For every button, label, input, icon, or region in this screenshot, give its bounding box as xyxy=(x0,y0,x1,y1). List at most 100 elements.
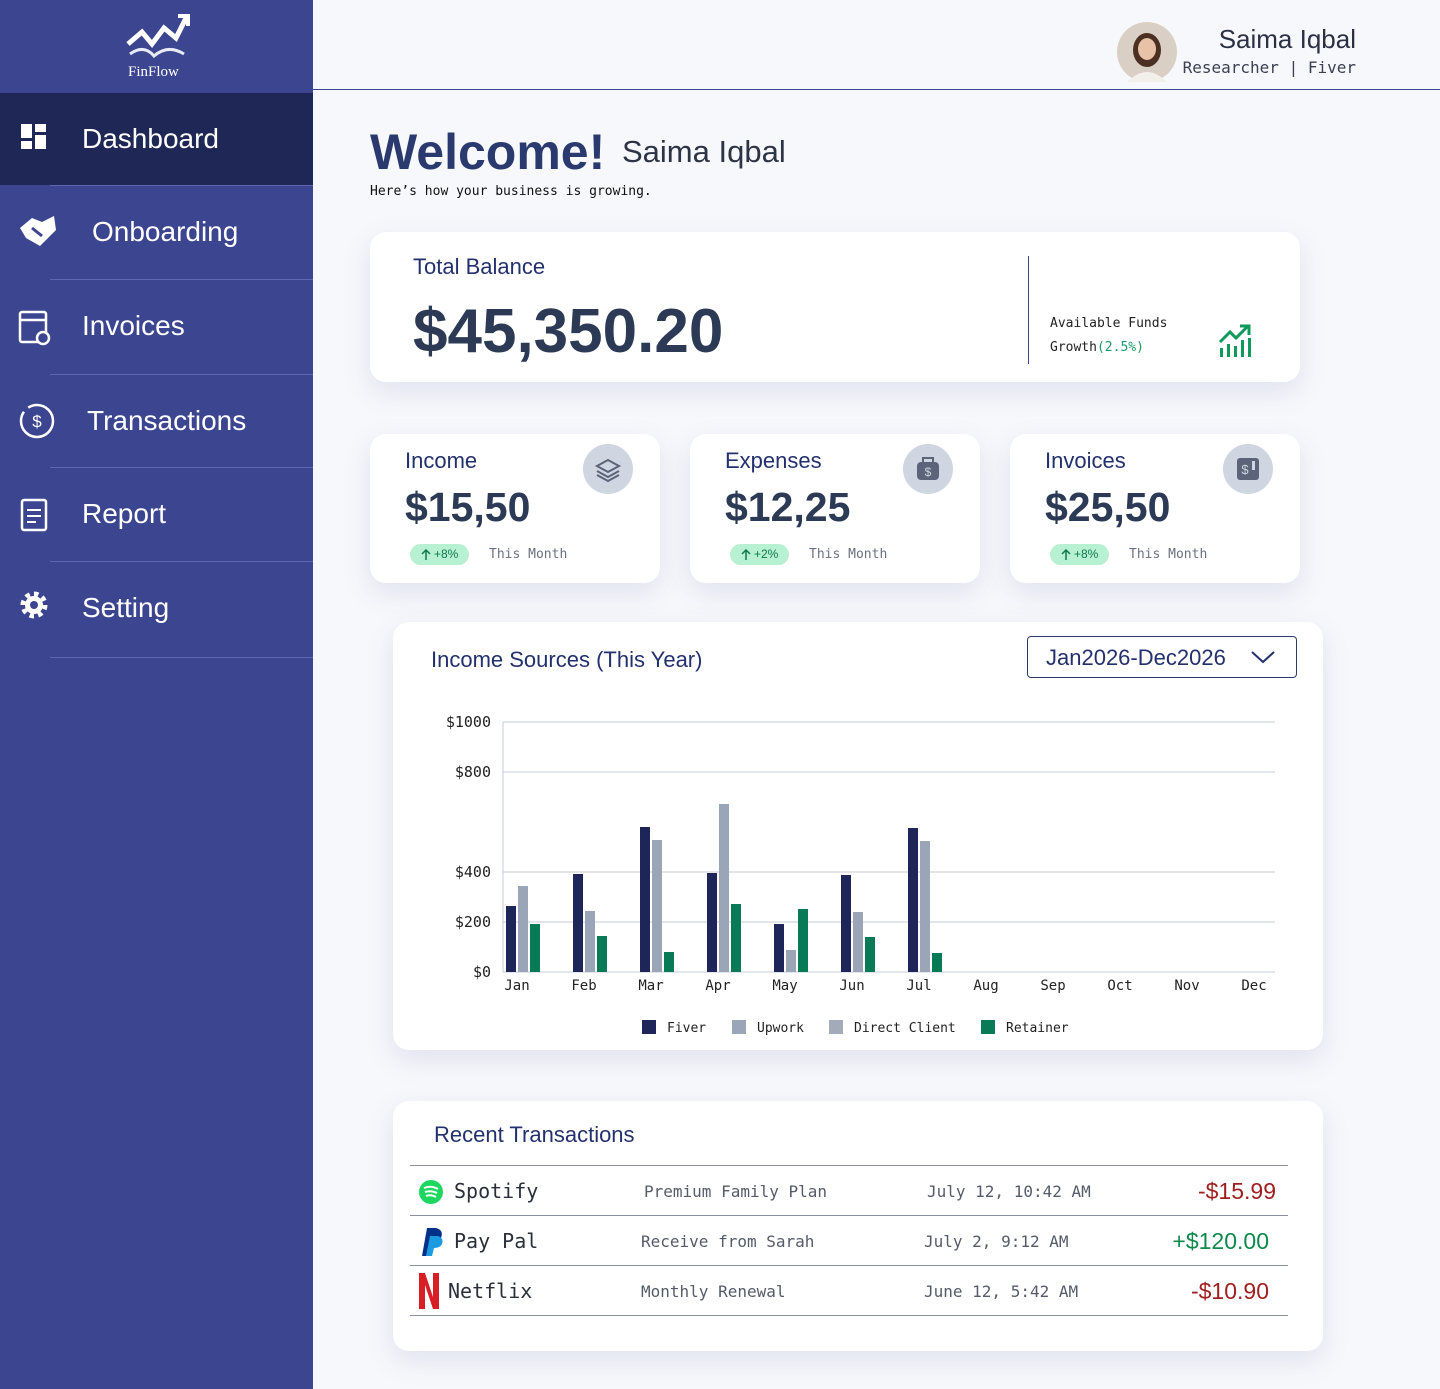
logo-icon xyxy=(126,14,190,59)
nav-icon: $ xyxy=(19,403,55,439)
transaction-date: June 12, 5:42 AM xyxy=(924,1282,1079,1301)
balance-note: Available Funds xyxy=(1050,316,1168,331)
transaction-description: Premium Family Plan xyxy=(644,1182,828,1201)
transaction-row[interactable]: Spotify Premium Family Plan July 12, 10:… xyxy=(393,1166,1323,1216)
spotify-logo xyxy=(419,1180,443,1204)
header-divider xyxy=(313,89,1440,90)
bar xyxy=(518,886,528,972)
growth-icon xyxy=(1218,324,1251,357)
nav-icon xyxy=(20,591,48,619)
nav-item[interactable]: $ Transactions xyxy=(0,375,313,467)
change-badge: +8% xyxy=(1050,544,1109,565)
nav-separator xyxy=(50,279,313,280)
nav-item[interactable]: Onboarding xyxy=(0,186,313,278)
transactions-title: Recent Transactions xyxy=(434,1122,635,1147)
bar xyxy=(640,827,650,972)
transaction-row[interactable]: Pay Pal Receive from Sarah July 2, 9:12 … xyxy=(393,1216,1323,1266)
bar xyxy=(719,804,729,972)
svg-text:$: $ xyxy=(32,412,42,431)
svg-text:$: $ xyxy=(925,465,932,479)
bar xyxy=(774,924,784,972)
x-tick-label: Oct xyxy=(1107,978,1132,994)
transaction-date: July 12, 10:42 AM xyxy=(927,1182,1091,1201)
row-divider xyxy=(410,1215,1288,1216)
balance-divider xyxy=(1028,256,1029,364)
bar xyxy=(841,875,851,972)
transaction-amount: -$15.99 xyxy=(1197,1178,1276,1204)
nav-item[interactable]: Setting xyxy=(0,562,313,654)
nav-separator xyxy=(50,657,313,658)
legend-swatch xyxy=(642,1020,656,1034)
chart-card: Income Sources (This Year) Jan2026-Dec20… xyxy=(393,622,1323,1050)
bar xyxy=(865,937,875,972)
nav-icon xyxy=(20,498,48,532)
stat-icon: $ xyxy=(903,444,953,494)
nav-icon xyxy=(18,310,51,346)
stat-amount: $15,50 xyxy=(405,484,531,530)
nav-item[interactable]: Invoices xyxy=(0,280,313,372)
change-value: +8% xyxy=(434,547,459,561)
transaction-name: Spotify xyxy=(454,1179,539,1203)
nav-separator xyxy=(50,185,313,186)
y-tick-label: $400 xyxy=(455,863,491,881)
nav-item[interactable]: Dashboard xyxy=(0,93,313,185)
nav-label: Dashboard xyxy=(82,123,219,154)
stat-amount: $12,25 xyxy=(725,484,851,530)
nav-label: Report xyxy=(82,498,167,529)
x-tick-label: Apr xyxy=(705,978,730,994)
nav-label: Invoices xyxy=(82,310,185,341)
nav-icon xyxy=(20,216,56,246)
sidebar: FinFlow Dashboard Onboarding Invoices $ … xyxy=(0,0,313,1389)
stat-label: Invoices xyxy=(1045,448,1126,473)
balance-label: Total Balance xyxy=(413,254,546,279)
row-divider xyxy=(410,1315,1288,1316)
nav-icon xyxy=(21,124,46,149)
x-tick-label: Aug xyxy=(973,978,998,994)
balance-amount: $45,350.20 xyxy=(413,297,724,366)
bar xyxy=(932,953,942,972)
nav-item[interactable]: Report xyxy=(0,468,313,560)
x-tick-label: May xyxy=(772,978,797,994)
x-tick-label: Jan xyxy=(504,978,529,994)
bar xyxy=(573,874,583,972)
legend-swatch xyxy=(981,1020,995,1034)
nav-label: Onboarding xyxy=(92,216,239,247)
balance-card: Total Balance $45,350.20 Available Funds… xyxy=(370,232,1300,382)
nav-separator xyxy=(50,467,313,468)
y-tick-label: $800 xyxy=(455,763,491,781)
bar xyxy=(652,840,662,972)
stat-period: This Month xyxy=(1129,547,1208,562)
stat-label: Income xyxy=(405,448,478,473)
legend-label: Retainer xyxy=(1006,1021,1069,1036)
transaction-name: Pay Pal xyxy=(454,1229,539,1253)
x-tick-label: Nov xyxy=(1174,978,1199,994)
stat-card: Income $15,50 +8% This Month xyxy=(370,434,660,583)
stat-icon xyxy=(583,444,633,494)
stat-period: This Month xyxy=(809,547,888,562)
avatar[interactable] xyxy=(1117,22,1177,82)
welcome-subtitle: Here’s how your business is growing. xyxy=(370,184,652,199)
x-tick-label: Dec xyxy=(1241,978,1266,994)
transactions-card: Recent Transactions Spotify Premium Fami… xyxy=(393,1101,1323,1351)
date-range-select[interactable]: Jan2026-Dec2026 xyxy=(1027,636,1297,678)
row-divider xyxy=(410,1165,1288,1166)
x-tick-label: Jul xyxy=(906,978,931,994)
x-tick-label: Feb xyxy=(571,978,596,994)
chart-title: Income Sources (This Year) xyxy=(431,647,703,672)
transaction-date: July 2, 9:12 AM xyxy=(924,1232,1069,1251)
change-badge: +8% xyxy=(410,544,469,565)
growth-label: Growth xyxy=(1050,340,1097,355)
bar-chart: $0 $200 $400 $800 $1000 Jan Feb Mar Apr May Jun Jul… xyxy=(446,713,1275,1036)
stat-label: Expenses xyxy=(725,448,822,473)
bar xyxy=(664,952,674,972)
legend-label: Upwork xyxy=(757,1021,804,1036)
x-tick-label: Mar xyxy=(638,978,663,994)
nav-separator xyxy=(50,374,313,375)
stat-card: Invoices $25,50 $ +8% This Month xyxy=(1010,434,1300,583)
nav-separator xyxy=(50,561,313,562)
stat-card: Expenses $12,25 $ +2% This Month xyxy=(690,434,980,583)
bar xyxy=(585,911,595,972)
transaction-row[interactable]: Netflix Monthly Renewal June 12, 5:42 AM… xyxy=(393,1266,1323,1316)
user-role: Researcher | Fiver xyxy=(1182,58,1356,77)
